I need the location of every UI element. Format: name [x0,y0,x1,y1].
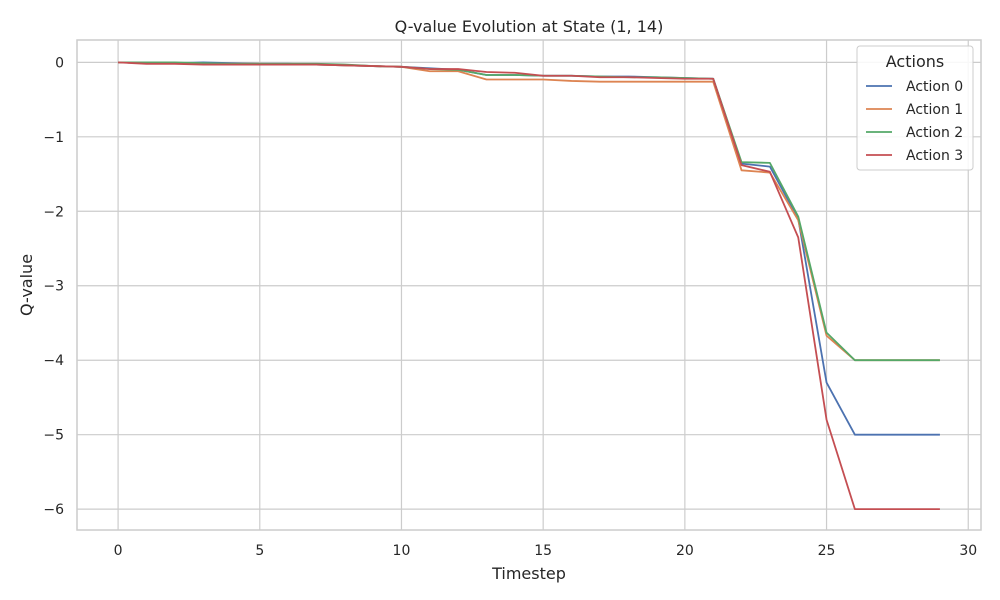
x-tick-label: 10 [393,543,411,559]
x-tick-label: 30 [959,543,977,559]
legend-items: Action 0 Action 1 Action 2 Action 3 [866,79,963,164]
y-tick-label: −2 [43,204,64,220]
y-tick-label: −4 [43,353,64,369]
tick-labels: 0 5 10 15 20 25 30 0 −1 −2 −3 −4 −5 −6 [43,55,977,559]
x-axis-label: Timestep [491,564,566,583]
legend-title: Actions [886,52,944,71]
series-line-action-3 [118,61,940,511]
x-tick-label: 0 [114,543,123,559]
x-tick-label: 20 [676,543,694,559]
plot-frame [76,39,982,531]
legend-label-action-2: Action 2 [906,125,963,141]
legend-box [856,45,974,171]
y-tick-label: −3 [43,279,64,295]
legend: Actions Action 0 Action 1 Action 2 Action 3 [856,45,974,171]
legend-label-action-3: Action 3 [906,148,963,164]
y-tick-label: −1 [43,130,64,146]
chart-title: Q-value Evolution at State (1, 14) [395,17,664,36]
x-tick-label: 25 [818,543,836,559]
x-tick-label: 15 [534,543,552,559]
y-tick-label: −5 [43,428,64,444]
y-tick-label: 0 [55,55,64,71]
series-group [118,61,940,511]
legend-label-action-0: Action 0 [906,79,963,95]
legend-label-action-1: Action 1 [906,102,963,118]
y-axis-label: Q-value [17,254,36,316]
x-tick-label: 5 [255,543,264,559]
y-tick-label: −6 [43,502,64,518]
